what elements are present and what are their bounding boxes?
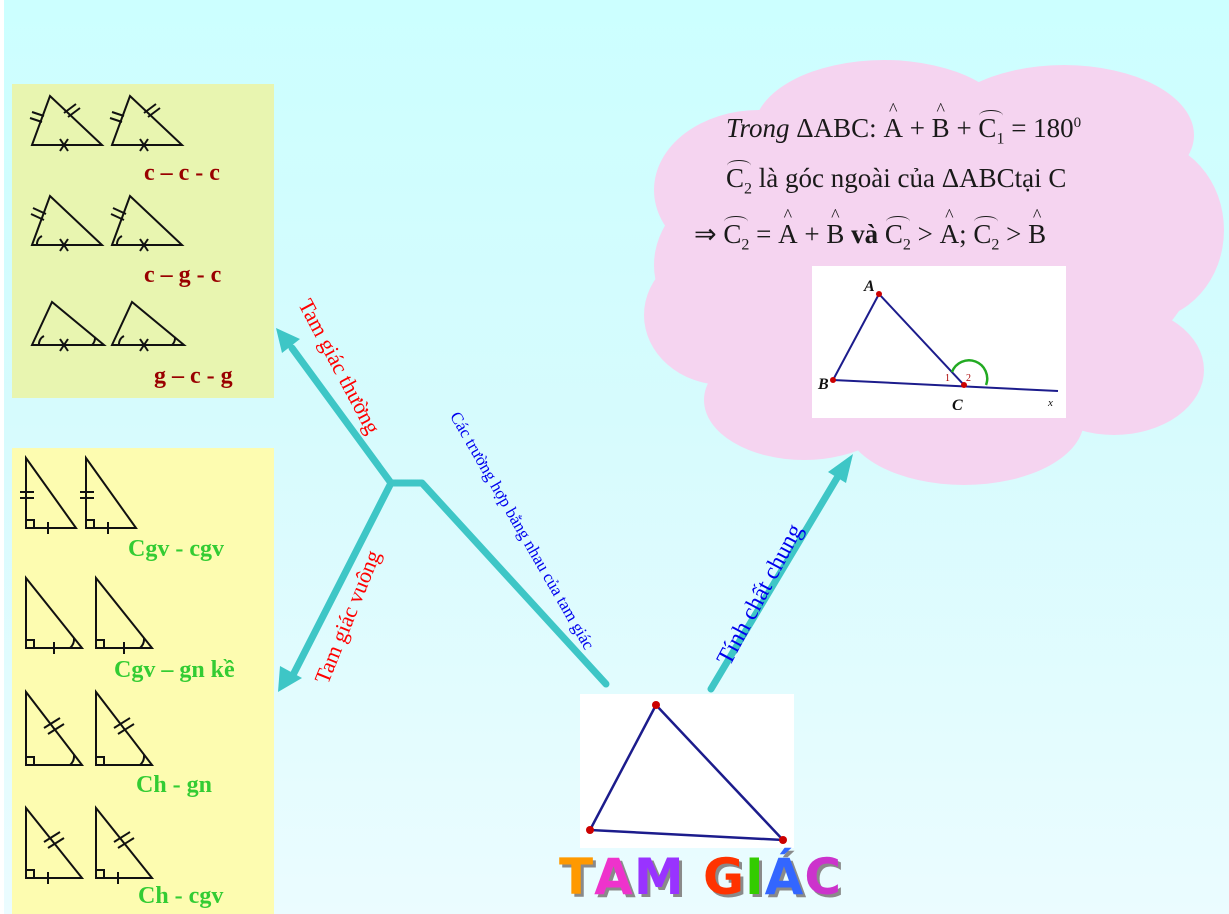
case-label-gcg: g – c - g (154, 363, 233, 389)
figure-label-b: B (817, 376, 829, 393)
arrowhead-vuong (278, 666, 302, 692)
formula-degree: 0 (1073, 115, 1082, 131)
title-letter: C (804, 848, 843, 906)
center-triangle (586, 701, 787, 844)
figure-label-c: C (952, 397, 963, 414)
formula-angle-c2: C2 (726, 159, 753, 198)
formula-semicolon: ; (959, 219, 967, 249)
formula-angle-a: A (883, 99, 903, 144)
case-label-ccc: c – c - c (144, 160, 220, 186)
formula-angle-c2-a: C2 (723, 215, 750, 254)
right-triangle-icons (20, 454, 155, 884)
formula-plus-1: + (909, 113, 925, 143)
formula-c2a-sub: 2 (741, 236, 750, 254)
exterior-angle-drawing (830, 291, 1059, 392)
formula-triangle-2: ΔABC (941, 163, 1015, 193)
formula-line-1: Trong ΔABC: A + B + C1 = 1800 (726, 99, 1082, 148)
branch-lines (288, 344, 841, 693)
formula-gt-2: > (1006, 219, 1022, 249)
formula-va: và (851, 219, 879, 249)
formula-angle-c2-c: C2 (973, 215, 1000, 254)
formula-c2c-letter: C (973, 219, 992, 249)
title-letter: T (559, 848, 595, 906)
formula-line-2: C2 là góc ngoài của ΔABCtại C (726, 159, 1067, 198)
formula-eq-180: = 180 (1011, 113, 1074, 143)
formula-angle-a-3: A (940, 205, 960, 250)
formula-angle-b-2: B (826, 205, 844, 250)
cloud-shape (644, 60, 1224, 485)
right-case-label-cgv-gn-ke: Cgv – gn kề (114, 657, 235, 683)
center-triangle-box (580, 694, 794, 848)
right-case-label-ch-cgv: Ch - cgv (138, 883, 224, 909)
arrowhead-tinh-chat (828, 454, 853, 483)
right-triangle-cases-panel (12, 448, 274, 914)
arrowheads (276, 328, 853, 692)
formula-trong: Trong (726, 113, 790, 143)
general-triangle-icons (29, 94, 187, 352)
formula-tai-c: tại C (1014, 163, 1067, 193)
title-letter: G (703, 848, 746, 906)
formula-eq: = (756, 219, 772, 249)
title-letter (685, 848, 703, 906)
formula-angle-b-3: B (1028, 205, 1046, 250)
formula-angle-b: B (932, 99, 950, 144)
formula-gt-1: > (917, 219, 933, 249)
formula-c2-letter: C (726, 163, 745, 193)
figure-label-x: x (1047, 397, 1053, 409)
formula-c2c-sub: 2 (991, 236, 1000, 254)
formula-angle-c1: C1 (978, 109, 1005, 148)
formula-triangle: ΔABC: (796, 113, 877, 143)
title-letter: M (633, 848, 685, 906)
formula-line-3: ⇒ C2 = A + B và C2 > A; C2 > B (694, 205, 1046, 254)
figure-label-a: A (863, 278, 875, 295)
formula-c2b-sub: 2 (902, 236, 911, 254)
formula-exterior-text: là góc ngoài của (758, 163, 935, 193)
formula-c1-sub: 1 (996, 130, 1005, 148)
title-letter: I (745, 848, 765, 906)
figure-label-angle2: 2 (966, 373, 971, 384)
formula-c2b-letter: C (884, 219, 903, 249)
exterior-angle-figure (812, 266, 1066, 418)
slide: A B C x 1 2 (4, 0, 1229, 914)
formula-plus-3: + (804, 219, 820, 249)
mind-map-diagram: A B C x 1 2 (20, 60, 1224, 884)
arrowhead-thuong (276, 328, 300, 353)
formula-c1-letter: C (978, 113, 997, 143)
formula-angle-a-2: A (778, 205, 798, 250)
title-letter: Á (764, 848, 805, 906)
case-label-cgc: c – g - c (144, 262, 222, 288)
figure-label-angle1: 1 (945, 373, 950, 384)
formula-plus-2: + (956, 113, 972, 143)
formula-c2a-letter: C (723, 219, 742, 249)
center-title-tam-giac: TAM GIÁC (559, 848, 842, 906)
title-letter: A (594, 848, 634, 906)
formula-c2-sub: 2 (744, 180, 753, 198)
formula-angle-c2-b: C2 (884, 215, 911, 254)
formula-implies: ⇒ (694, 219, 717, 249)
right-case-label-cgv-cgv: Cgv - cgv (128, 536, 224, 562)
right-case-label-ch-gn: Ch - gn (136, 772, 213, 798)
